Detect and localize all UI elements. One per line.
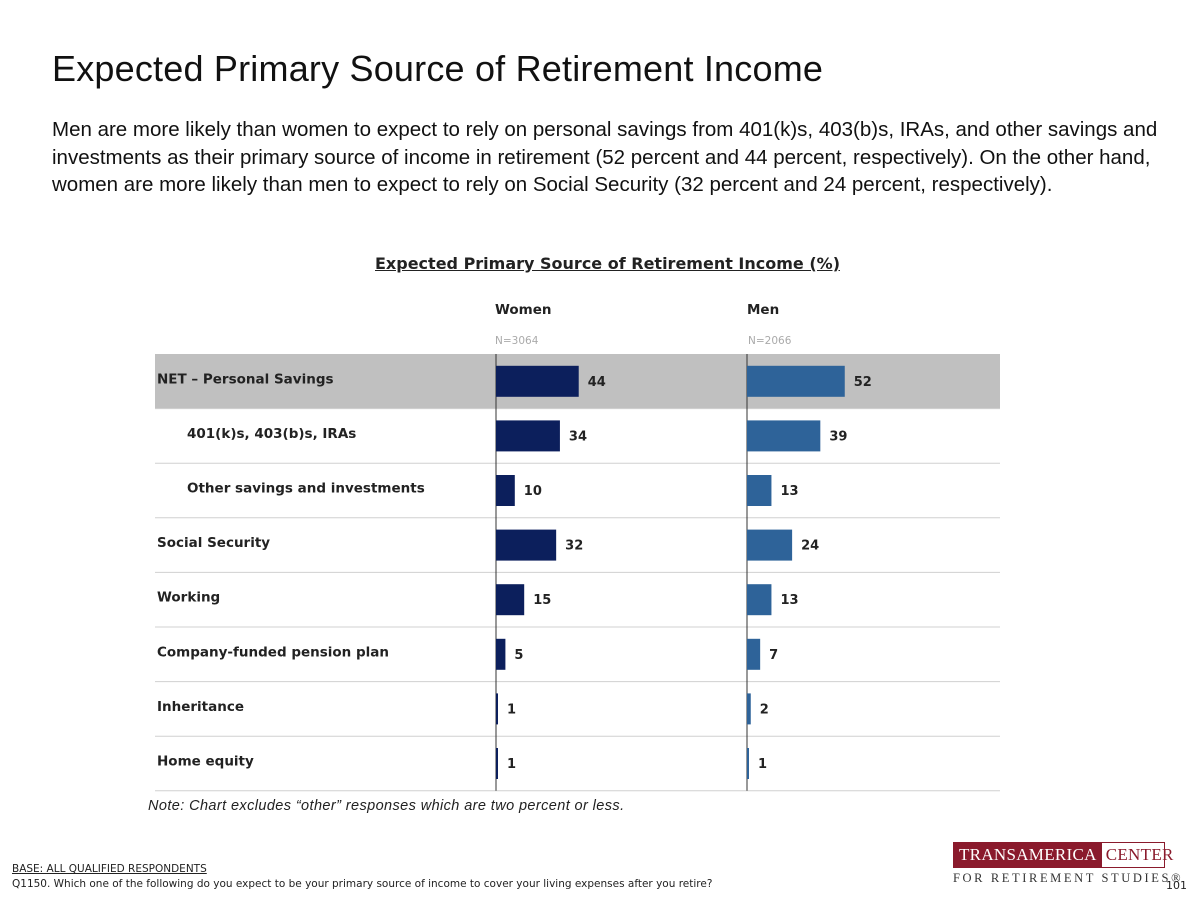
data-label: 7 bbox=[769, 648, 778, 663]
bar-men bbox=[747, 420, 821, 452]
bar-women bbox=[496, 638, 506, 670]
data-label: 1 bbox=[507, 757, 516, 772]
data-label: 1 bbox=[507, 702, 516, 717]
question-text: Q1150. Which one of the following do you… bbox=[12, 878, 713, 890]
category-label: 401(k)s, 403(b)s, IRAs bbox=[187, 426, 356, 442]
summary-text: Men are more likely than women to expect… bbox=[52, 118, 1158, 196]
bar-men bbox=[747, 475, 772, 506]
chart-note: Note: Chart excludes “other” responses w… bbox=[148, 798, 625, 814]
bar-women bbox=[496, 748, 498, 779]
bar-men bbox=[747, 529, 793, 561]
page-title: Expected Primary Source of Retirement In… bbox=[52, 48, 824, 89]
data-label: 13 bbox=[780, 593, 798, 608]
bar-women bbox=[496, 365, 579, 397]
category-label: NET – Personal Savings bbox=[157, 371, 334, 387]
bar-women bbox=[496, 420, 560, 452]
chart-title: Expected Primary Source of Retirement In… bbox=[375, 254, 840, 273]
bar-women bbox=[496, 529, 557, 561]
data-label: 32 bbox=[565, 539, 583, 554]
category-label: Social Security bbox=[157, 535, 270, 551]
data-label: 24 bbox=[801, 539, 819, 554]
data-label: 44 bbox=[588, 375, 606, 390]
data-label: 39 bbox=[829, 429, 847, 444]
bar-men bbox=[747, 365, 845, 397]
data-label: 5 bbox=[514, 648, 523, 663]
series-header-men: Men bbox=[747, 302, 780, 318]
category-label: Home equity bbox=[157, 754, 254, 770]
data-label: 15 bbox=[533, 593, 551, 608]
data-label: 10 bbox=[524, 484, 542, 499]
category-label: Company-funded pension plan bbox=[157, 644, 389, 660]
bar-women bbox=[496, 584, 525, 616]
sample-size-women: N=3064 bbox=[495, 335, 539, 347]
logo-subtitle: FOR RETIREMENT STUDIES® bbox=[953, 871, 1184, 885]
bar-men bbox=[747, 748, 749, 779]
bar-women bbox=[496, 693, 498, 725]
category-label: Inheritance bbox=[157, 699, 244, 715]
logo-right-text: CENTER bbox=[1105, 845, 1174, 864]
data-label: 52 bbox=[854, 375, 872, 390]
bar-men bbox=[747, 584, 772, 616]
bar-women bbox=[496, 475, 515, 506]
logo-left-text: TRANSAMERICA bbox=[954, 843, 1102, 867]
bar-men bbox=[747, 638, 761, 670]
sample-size-men: N=2066 bbox=[748, 335, 792, 347]
data-label: 2 bbox=[760, 702, 769, 717]
base-label: BASE: ALL QUALIFIED RESPONDENTS bbox=[12, 863, 207, 875]
category-label: Other savings and investments bbox=[187, 481, 425, 497]
bar-men bbox=[747, 693, 751, 725]
series-header-women: Women bbox=[495, 302, 552, 318]
data-label: 13 bbox=[780, 484, 798, 499]
category-label: Working bbox=[157, 590, 220, 606]
page-number: 101 bbox=[1166, 879, 1187, 892]
transamerica-logo: TRANSAMERICA CENTER FOR RETIREMENT STUDI… bbox=[953, 842, 1184, 886]
logo-wordmark: TRANSAMERICA CENTER bbox=[953, 842, 1173, 868]
data-label: 1 bbox=[758, 757, 767, 772]
data-label: 34 bbox=[569, 429, 587, 444]
